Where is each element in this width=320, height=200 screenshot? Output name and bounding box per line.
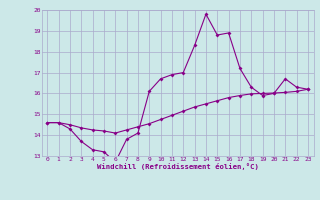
X-axis label: Windchill (Refroidissement éolien,°C): Windchill (Refroidissement éolien,°C) <box>97 163 259 170</box>
